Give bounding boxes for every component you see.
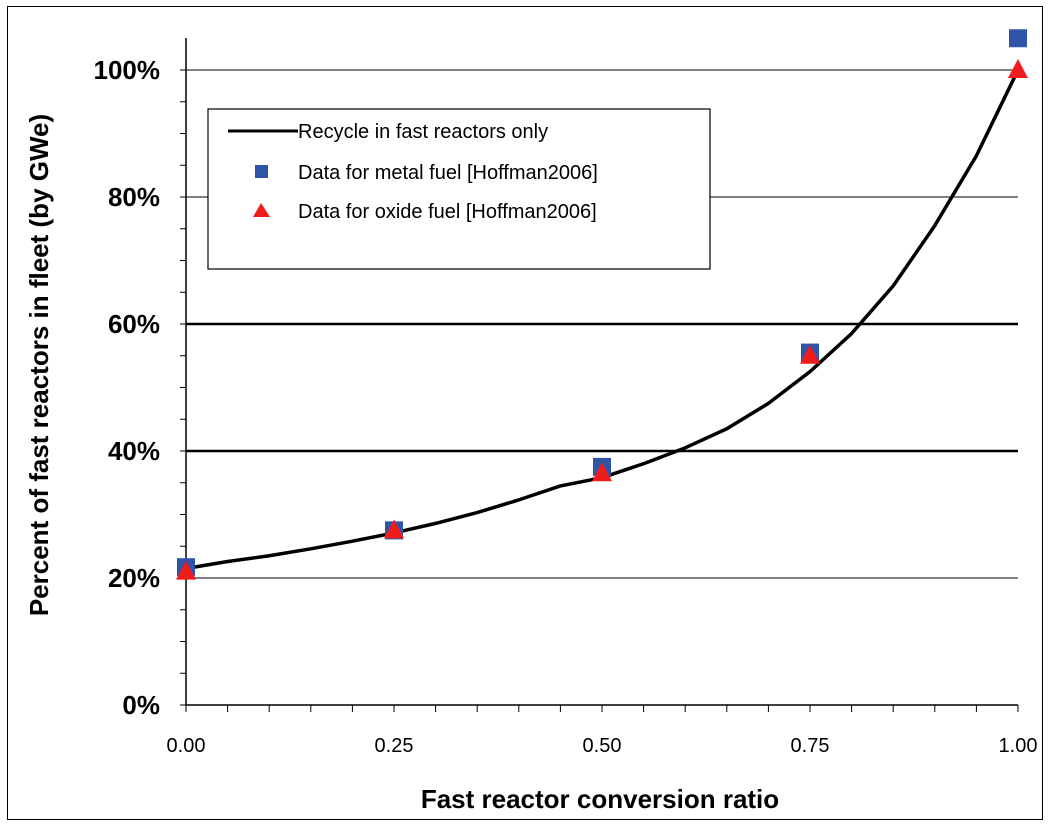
oxide-fuel-point [592,462,612,482]
x-tick-label: 0.75 [791,735,830,757]
x-tick-label: 0.50 [583,735,622,757]
y-tick-labels: 0% 20% 40% 60% 80% 100% [94,55,161,720]
legend-triangle-swatch [253,203,270,217]
grid-lines [186,69,1018,579]
y-axis-title: Percent of fast reactors in fleet (by GW… [24,114,54,616]
x-tick-label: 0.00 [167,735,206,757]
x-tick-labels: 0.00 0.25 0.50 0.75 1.00 [167,735,1038,757]
legend-label-oxide: Data for oxide fuel [Hoffman2006] [298,201,597,223]
y-tick-label: 0% [122,690,160,720]
legend-label-curve: Recycle in fast reactors only [298,121,548,143]
oxide-fuel-point [176,560,196,580]
plot-area [176,29,1028,580]
y-tick-label: 20% [108,563,160,593]
legend-square-swatch [255,165,268,178]
metal-fuel-point [1009,29,1027,48]
y-tick-label: 60% [108,309,160,339]
oxide-fuel-point [384,519,404,539]
y-tick-label: 100% [94,55,161,85]
axes [180,38,1019,712]
y-tick-label: 80% [108,182,160,212]
legend-label-metal: Data for metal fuel [Hoffman2006] [298,162,598,184]
oxide-fuel-point [800,344,820,364]
oxide-fuel-point [1008,59,1028,78]
legend: Recycle in fast reactors only Data for m… [207,108,711,270]
y-tick-label: 40% [108,436,160,466]
legend-box [207,108,711,270]
x-tick-label: 1.00 [999,735,1038,757]
x-tick-label: 0.25 [375,735,414,757]
x-axis-title: Fast reactor conversion ratio [421,784,779,814]
